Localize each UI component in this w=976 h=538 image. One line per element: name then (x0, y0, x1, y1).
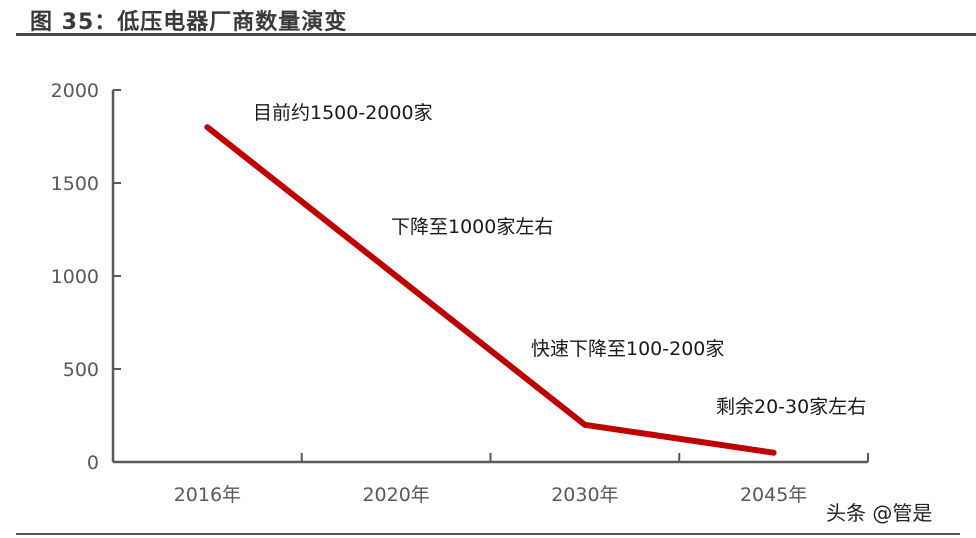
series-line (204, 124, 777, 456)
figure-title: 图 35：低压电器厂商数量演变 (30, 10, 348, 35)
x-tick-label: 2030年 (551, 484, 618, 506)
annotation-label: 下降至1000家左右 (391, 216, 553, 238)
y-tick-label: 1000 (51, 266, 99, 288)
annotation-label: 快速下降至100-200家 (531, 338, 724, 360)
annotation-label: 剩余20-30家左右 (716, 396, 866, 418)
y-tick-label: 500 (63, 359, 99, 381)
watermark: 头条 @管是 (826, 501, 933, 525)
bottom-divider (16, 533, 960, 535)
x-tick-label: 2016年 (174, 484, 241, 506)
y-tick-label: 0 (87, 452, 99, 474)
annotation-label: 目前约1500-2000家 (253, 102, 433, 124)
y-tick-label: 1500 (51, 173, 99, 195)
x-tick-label: 2020年 (362, 484, 429, 506)
y-tick-label: 2000 (51, 80, 99, 102)
x-tick-label: 2045年 (740, 484, 807, 506)
title-divider (16, 33, 976, 36)
